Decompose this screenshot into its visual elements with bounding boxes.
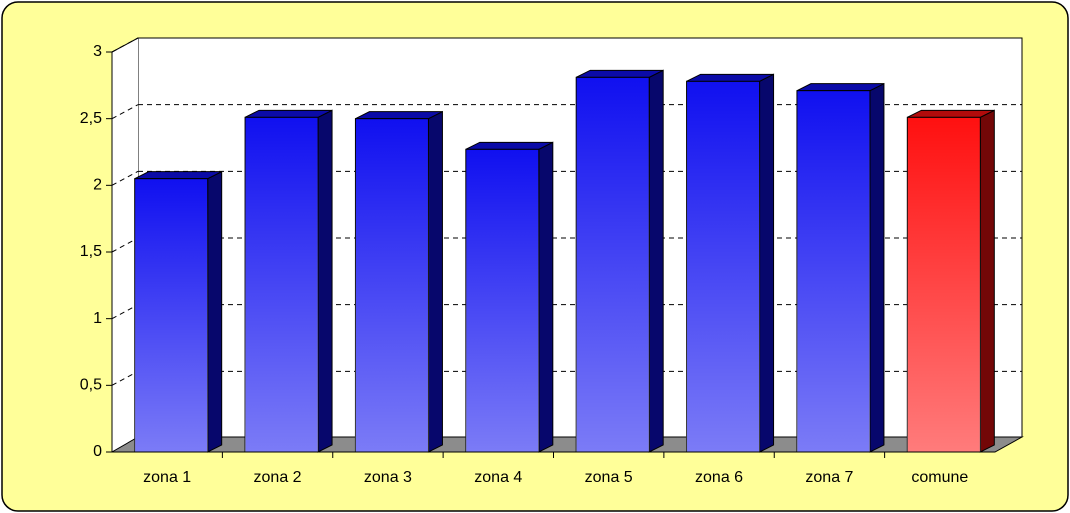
y-tick-label: 0 bbox=[93, 443, 102, 460]
y-tick-label: 2,5 bbox=[80, 110, 102, 127]
y-tick-label: 0,5 bbox=[80, 377, 102, 394]
bar-top bbox=[907, 109, 995, 118]
x-tick-label: zona 6 bbox=[695, 469, 743, 486]
x-tick-label: zona 3 bbox=[364, 469, 412, 486]
side-grid-line bbox=[111, 170, 139, 186]
y-tick-label: 1 bbox=[93, 310, 102, 327]
bar-side bbox=[317, 109, 333, 453]
x-tick-label: zona 1 bbox=[143, 469, 191, 486]
bar-top bbox=[134, 171, 222, 180]
x-tick-label: zona 5 bbox=[585, 469, 633, 486]
bar-side bbox=[648, 69, 664, 453]
bar-top bbox=[465, 141, 554, 150]
side-grid-line bbox=[111, 37, 139, 53]
bar-top bbox=[244, 109, 333, 118]
bar-shine bbox=[465, 149, 539, 453]
bar-shine bbox=[245, 117, 319, 452]
bar-shine bbox=[907, 117, 981, 452]
side-grid-line bbox=[111, 304, 139, 320]
y-tick-label: 3 bbox=[93, 43, 102, 60]
x-tick-label: zona 2 bbox=[254, 469, 302, 486]
y-tick-label: 2 bbox=[93, 177, 102, 194]
bar-side bbox=[427, 110, 443, 453]
bar-shine bbox=[134, 178, 208, 452]
y-tick-label: 1,5 bbox=[80, 243, 102, 260]
bar-top bbox=[686, 73, 774, 82]
side-grid-line bbox=[111, 237, 139, 253]
bar-top bbox=[355, 111, 443, 120]
bar-top bbox=[575, 69, 664, 78]
x-tick-label: zona 7 bbox=[805, 469, 853, 486]
side-grid-line bbox=[111, 104, 139, 120]
bar-side bbox=[538, 141, 554, 453]
bar-side bbox=[207, 170, 223, 453]
bar-side bbox=[759, 73, 775, 453]
bar-side bbox=[869, 82, 885, 453]
x-tick-label: zona 4 bbox=[474, 469, 522, 486]
bar-shine bbox=[576, 77, 650, 452]
plot: 0 0,5 1 1,5 2 2,5 3 zona 1 zona 2 zona 3 zona 4 zon… bbox=[80, 37, 1022, 486]
bar-shine bbox=[355, 118, 429, 453]
bar-shine bbox=[686, 81, 760, 452]
bar-top bbox=[796, 83, 885, 92]
x-tick-label: comune bbox=[911, 469, 968, 486]
side-wall bbox=[112, 38, 138, 452]
bar-side bbox=[979, 109, 995, 453]
bar-shine bbox=[796, 90, 870, 453]
side-grid-line bbox=[111, 370, 139, 386]
